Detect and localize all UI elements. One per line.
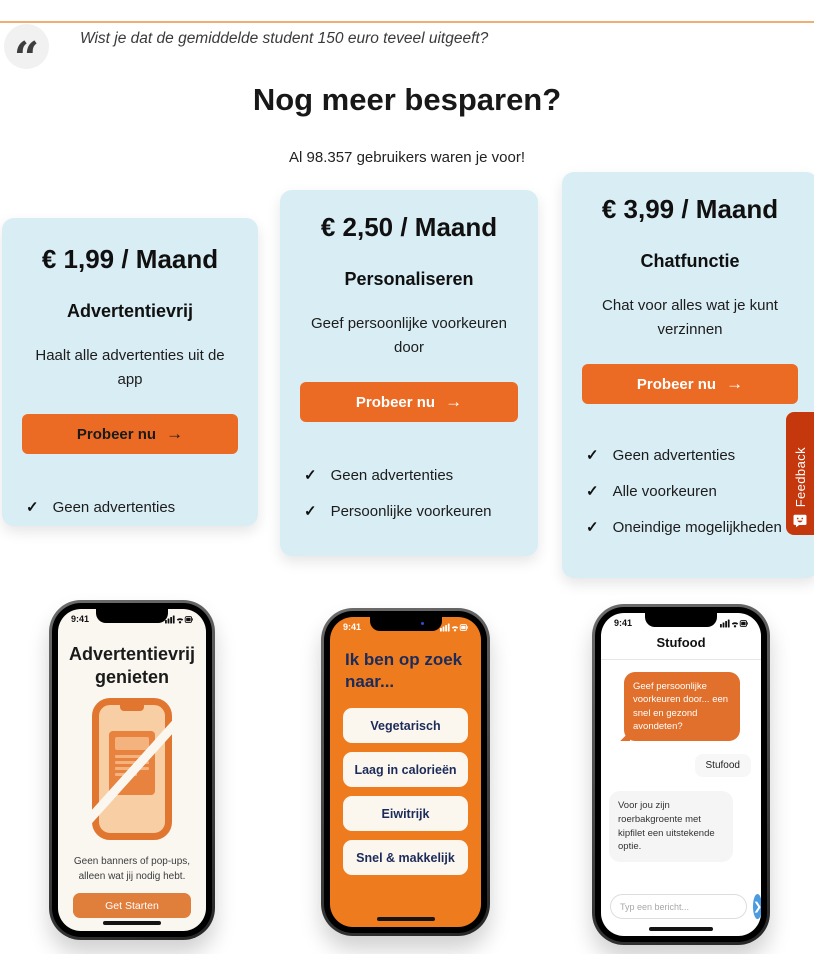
adfree-description: Geen banners of pop-ups, alleen wat jij … [73, 856, 191, 882]
illustration-notch [120, 705, 144, 711]
illustration-ad-line [115, 761, 149, 764]
cta-label: Probeer nu [355, 393, 436, 411]
feature-label: Geen advertenties [330, 466, 454, 484]
feedback-smiley-icon [793, 514, 807, 528]
preferences-options: Vegetarisch Laag in calorieën Eiwitrijk … [330, 708, 481, 876]
feature-item: ✓ Geen advertenties [586, 446, 782, 465]
phone-notch [96, 609, 168, 623]
no-ads-illustration [76, 698, 188, 846]
option-snel-makkelijk[interactable]: Snel & makkelijk [343, 840, 468, 876]
status-bar: 9:41 [330, 622, 481, 632]
feature-list: ✓ Geen advertenties ✓ Persoonlijke voork… [300, 466, 492, 521]
status-time: 9:41 [71, 614, 90, 624]
feature-label: Oneindige mogelijkheden [612, 518, 782, 536]
status-time: 9:41 [343, 622, 362, 632]
status-icons [440, 623, 468, 632]
plan-description: Geef persoonlijke voorkeuren door [311, 315, 507, 356]
probeer-nu-button[interactable]: Probeer nu → [300, 382, 518, 422]
option-eiwitrijk[interactable]: Eiwitrijk [343, 796, 468, 832]
phone-screen-chat: 9:41 Stufood Geef persoonlijke voorkeure… [601, 613, 761, 936]
arrow-right-icon: → [726, 374, 744, 393]
plan-description: Chat voor alles wat je kunt verzinnen [602, 297, 778, 338]
feedback-label: Feedback [792, 446, 808, 507]
send-button[interactable]: ❯ [753, 894, 761, 919]
phone-mockup-adfree: 9:41 Advertentievrij genieten [49, 600, 215, 940]
plan-name: Advertentievrij [66, 301, 194, 321]
home-indicator [376, 917, 435, 921]
plan-card-chatfunctie: € 3,99 / Maand Chatfunctie Chat voor all… [562, 172, 814, 578]
probeer-nu-button[interactable]: Probeer nu → [22, 414, 238, 454]
arrow-right-icon: → [166, 424, 184, 443]
phone-mockup-preferences: 9:41 Ik ben op zoek naar... Vegetarisch … [321, 608, 490, 936]
plan-name: Personaliseren [344, 269, 474, 289]
option-laag-in-calorieen[interactable]: Laag in calorieën [343, 752, 468, 788]
phone-notch [645, 613, 717, 627]
feature-label: Geen advertenties [52, 498, 176, 516]
option-vegetarisch[interactable]: Vegetarisch [343, 708, 468, 744]
feature-list: ✓ Geen advertenties [22, 498, 176, 517]
quote-text: Wist je dat de gemiddelde student 150 eu… [80, 30, 489, 47]
plan-card-personaliseren: € 2,50 / Maand Personaliseren Geef perso… [280, 190, 538, 556]
phone-notch [369, 617, 442, 631]
status-time: 9:41 [614, 618, 633, 628]
plan-name: Chatfunctie [640, 251, 740, 271]
chat-bubble-bot: Voor jou zijn roerbakgroente met kipfile… [609, 791, 733, 863]
illustration-phone [92, 698, 172, 840]
check-icon: ✓ [586, 447, 599, 464]
home-indicator [649, 927, 713, 931]
check-icon: ✓ [304, 467, 317, 484]
check-icon: ✓ [26, 499, 39, 516]
chat-message-input[interactable] [610, 894, 747, 919]
chat-app-title: Stufood [601, 635, 761, 660]
chat-bubble-user: Geef persoonlijke voorkeuren door... een… [624, 672, 740, 742]
phone-bezel: 9:41 Ik ben op zoek naar... Vegetarisch … [324, 611, 487, 933]
phone-screen-adfree: 9:41 Advertentievrij genieten [58, 609, 206, 931]
phone-screen-preferences: 9:41 Ik ben op zoek naar... Vegetarisch … [330, 617, 481, 927]
feature-list: ✓ Geen advertenties ✓ Alle voorkeuren ✓ … [582, 446, 782, 537]
feature-item: ✓ Alle voorkeuren [586, 482, 782, 501]
top-accent-border [0, 21, 814, 23]
plan-price: € 3,99 / Maand [601, 194, 779, 224]
adfree-title: Advertentievrij genieten [68, 644, 196, 687]
cta-label: Probeer nu [636, 375, 717, 393]
illustration-ad-banner [115, 737, 149, 750]
get-starten-button[interactable]: Get Starten [73, 893, 191, 918]
plan-price: € 1,99 / Maand [41, 244, 219, 274]
feature-item: ✓ Oneindige mogelijkheden [586, 518, 782, 537]
cta-label: Probeer nu [76, 425, 157, 443]
home-indicator [103, 921, 161, 925]
send-icon: ❯ [753, 900, 761, 913]
illustration-ad-line [115, 755, 149, 758]
feature-item: ✓ Geen advertenties [304, 466, 492, 485]
check-icon: ✓ [304, 503, 317, 520]
phone-mockup-chat: 9:41 Stufood Geef persoonlijke voorkeure… [592, 604, 770, 945]
phone-bezel: 9:41 Advertentievrij genieten [52, 603, 212, 937]
chat-sender-label: Stufood [694, 754, 751, 778]
arrow-right-icon: → [445, 392, 463, 411]
check-icon: ✓ [586, 483, 599, 500]
probeer-nu-button[interactable]: Probeer nu → [582, 364, 798, 404]
chat-messages: Geef persoonlijke voorkeuren door... een… [601, 660, 761, 936]
status-bar: 9:41 [58, 614, 206, 624]
status-bar: 9:41 [601, 618, 761, 628]
camera-dot [420, 622, 424, 625]
plan-card-advertentievrij: € 1,99 / Maand Advertentievrij Haalt all… [2, 218, 258, 526]
phone-bezel: 9:41 Stufood Geef persoonlijke voorkeure… [595, 607, 767, 942]
feature-label: Alle voorkeuren [612, 482, 717, 500]
page-title: Nog meer besparen? [252, 82, 562, 117]
quote-icon: “ [4, 24, 49, 80]
check-icon: ✓ [586, 519, 599, 536]
plan-price: € 2,50 / Maand [320, 212, 498, 242]
plan-description: Haalt alle advertenties uit de app [35, 347, 225, 388]
status-icons [720, 619, 748, 628]
page-subtitle: Al 98.357 gebruikers waren je voor! [289, 149, 525, 166]
preferences-title: Ik ben op zoek naar... [345, 650, 463, 692]
chat-input-row: ❯ [610, 894, 761, 919]
feature-item: ✓ Geen advertenties [26, 498, 176, 517]
feature-label: Geen advertenties [612, 446, 736, 464]
feature-item: ✓ Persoonlijke voorkeuren [304, 502, 492, 521]
feedback-tab[interactable]: Feedback [786, 412, 814, 535]
status-icons [165, 615, 193, 624]
feature-label: Persoonlijke voorkeuren [330, 502, 492, 520]
